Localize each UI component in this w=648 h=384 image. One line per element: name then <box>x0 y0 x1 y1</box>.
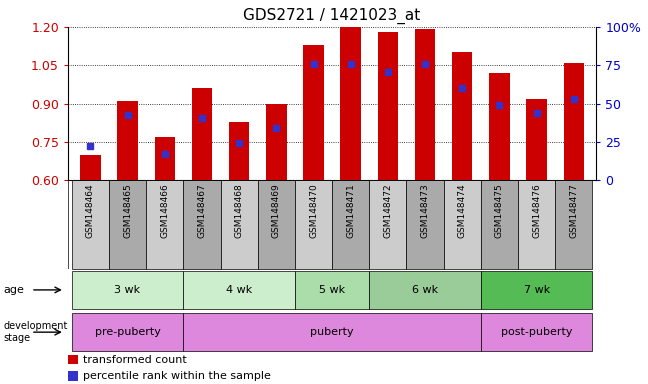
Text: GSM148469: GSM148469 <box>272 183 281 238</box>
Bar <box>564 63 584 180</box>
Bar <box>220 180 258 269</box>
Text: 3 wk: 3 wk <box>115 285 141 295</box>
Bar <box>452 53 472 180</box>
Bar <box>72 313 183 351</box>
Bar <box>80 155 100 180</box>
Text: 5 wk: 5 wk <box>319 285 345 295</box>
Bar <box>303 45 324 180</box>
Text: development
stage: development stage <box>3 321 67 343</box>
Bar <box>369 180 406 269</box>
Bar <box>415 30 435 180</box>
Text: GSM148470: GSM148470 <box>309 183 318 238</box>
Bar <box>183 313 481 351</box>
Text: 4 wk: 4 wk <box>226 285 252 295</box>
Bar <box>258 180 295 269</box>
Bar <box>332 180 369 269</box>
Bar <box>378 32 398 180</box>
Bar <box>72 180 109 269</box>
Bar <box>406 180 444 269</box>
Bar <box>295 271 369 309</box>
Text: 6 wk: 6 wk <box>412 285 438 295</box>
Bar <box>117 101 138 180</box>
Bar <box>526 99 547 180</box>
Bar <box>154 137 175 180</box>
Text: GSM148472: GSM148472 <box>384 183 393 238</box>
Bar <box>183 271 295 309</box>
Text: post-puberty: post-puberty <box>501 327 572 337</box>
Bar <box>266 104 286 180</box>
Bar <box>72 271 183 309</box>
Text: puberty: puberty <box>310 327 354 337</box>
Bar <box>295 180 332 269</box>
Text: GSM148465: GSM148465 <box>123 183 132 238</box>
Text: pre-puberty: pre-puberty <box>95 327 161 337</box>
Bar <box>340 27 361 180</box>
Bar <box>183 180 220 269</box>
Text: GSM148477: GSM148477 <box>570 183 579 238</box>
Bar <box>369 271 481 309</box>
Text: GSM148474: GSM148474 <box>457 183 467 238</box>
Bar <box>481 313 592 351</box>
Text: transformed count: transformed count <box>83 354 187 364</box>
Bar <box>68 371 78 381</box>
Text: percentile rank within the sample: percentile rank within the sample <box>83 371 271 381</box>
Text: 7 wk: 7 wk <box>524 285 550 295</box>
Bar <box>109 180 146 269</box>
Bar <box>68 355 78 364</box>
Bar <box>481 180 518 269</box>
Bar <box>229 122 249 180</box>
Text: GSM148468: GSM148468 <box>235 183 244 238</box>
Text: age: age <box>3 285 24 295</box>
Bar <box>192 88 212 180</box>
Text: GSM148464: GSM148464 <box>86 183 95 238</box>
Bar <box>146 180 183 269</box>
Text: GSM148476: GSM148476 <box>532 183 541 238</box>
Text: GSM148471: GSM148471 <box>346 183 355 238</box>
Bar <box>481 271 592 309</box>
Text: GSM148466: GSM148466 <box>160 183 169 238</box>
Bar <box>444 180 481 269</box>
Bar <box>555 180 592 269</box>
Text: GSM148473: GSM148473 <box>421 183 430 238</box>
Bar <box>489 73 510 180</box>
Text: GSM148467: GSM148467 <box>198 183 207 238</box>
Title: GDS2721 / 1421023_at: GDS2721 / 1421023_at <box>244 8 421 24</box>
Bar <box>518 180 555 269</box>
Text: GSM148475: GSM148475 <box>495 183 504 238</box>
